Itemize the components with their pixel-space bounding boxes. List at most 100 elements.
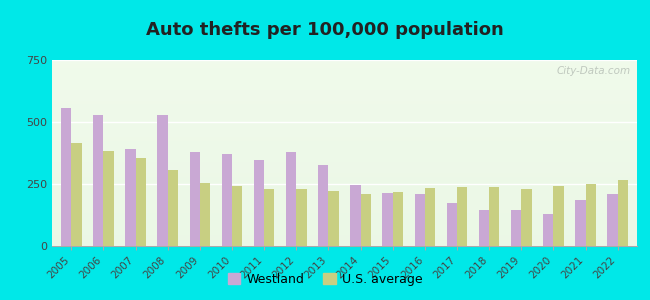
Bar [52,149,637,150]
Bar [543,214,553,246]
Bar [52,132,637,133]
Bar [52,109,637,110]
Bar [52,134,637,135]
Bar [52,192,637,193]
Bar [52,111,637,112]
Bar [52,222,637,223]
Bar [52,199,637,200]
Bar [52,169,637,170]
Bar [52,172,637,173]
Bar [52,213,637,214]
Bar [553,186,564,246]
Bar [52,88,637,89]
Bar [52,126,637,127]
Bar [52,67,637,68]
Bar [361,194,371,246]
Bar [52,153,637,154]
Bar [52,124,637,125]
Bar [52,164,637,165]
Bar [52,152,637,153]
Bar [52,239,637,240]
Bar [52,233,637,234]
Bar [52,139,637,140]
Bar [52,148,637,149]
Bar [52,177,637,178]
Bar [52,225,637,226]
Bar [575,200,586,246]
Bar [52,85,637,86]
Bar [618,179,628,246]
Bar [52,141,637,142]
Bar [52,108,637,109]
Bar [52,99,637,100]
Bar [52,183,637,184]
Bar [52,204,637,205]
Bar [52,85,637,86]
Bar [52,151,637,152]
Bar [52,144,637,145]
Bar [511,210,521,246]
Bar [52,206,637,207]
Bar [52,86,637,87]
Bar [52,129,637,130]
Bar [52,83,637,84]
Bar [52,75,637,76]
Bar [52,223,637,224]
Bar [52,186,637,187]
Bar [586,184,596,246]
Bar [52,162,637,163]
Bar [52,146,637,147]
Bar [52,91,637,92]
Bar [52,64,637,65]
Bar [52,242,637,243]
Bar [52,102,637,103]
Bar [52,243,637,244]
Bar [232,187,242,246]
Bar [52,185,637,186]
Bar [52,167,637,168]
Bar [52,114,637,115]
Bar [52,104,637,105]
Bar [222,154,232,246]
Bar [52,179,637,180]
Bar [52,202,637,203]
Bar [52,97,637,98]
Text: City-Data.com: City-Data.com [557,66,631,76]
Bar [52,230,637,231]
Bar [52,165,637,166]
Bar [52,140,637,141]
Bar [52,107,637,108]
Bar [52,121,637,122]
Bar [52,128,637,129]
Bar [52,118,637,119]
Bar [52,174,637,175]
Bar [52,113,637,114]
Bar [382,193,393,246]
Bar [52,120,637,121]
Bar [52,200,637,201]
Bar [52,138,637,139]
Bar [52,168,637,169]
Bar [52,214,637,215]
Bar [52,77,637,78]
Bar [125,149,136,246]
Bar [52,220,637,221]
Bar [52,110,637,111]
Bar [52,170,637,171]
Bar [52,231,637,232]
Bar [52,198,637,199]
Bar [447,202,457,246]
Bar [52,191,637,192]
Bar [52,218,637,219]
Bar [52,133,637,134]
Bar [425,188,435,246]
Bar [254,160,264,246]
Bar [286,152,296,246]
Bar [52,70,637,71]
Bar [479,210,489,246]
Bar [52,245,637,246]
Bar [52,71,637,72]
Bar [52,116,637,117]
Bar [52,61,637,62]
Bar [52,78,637,79]
